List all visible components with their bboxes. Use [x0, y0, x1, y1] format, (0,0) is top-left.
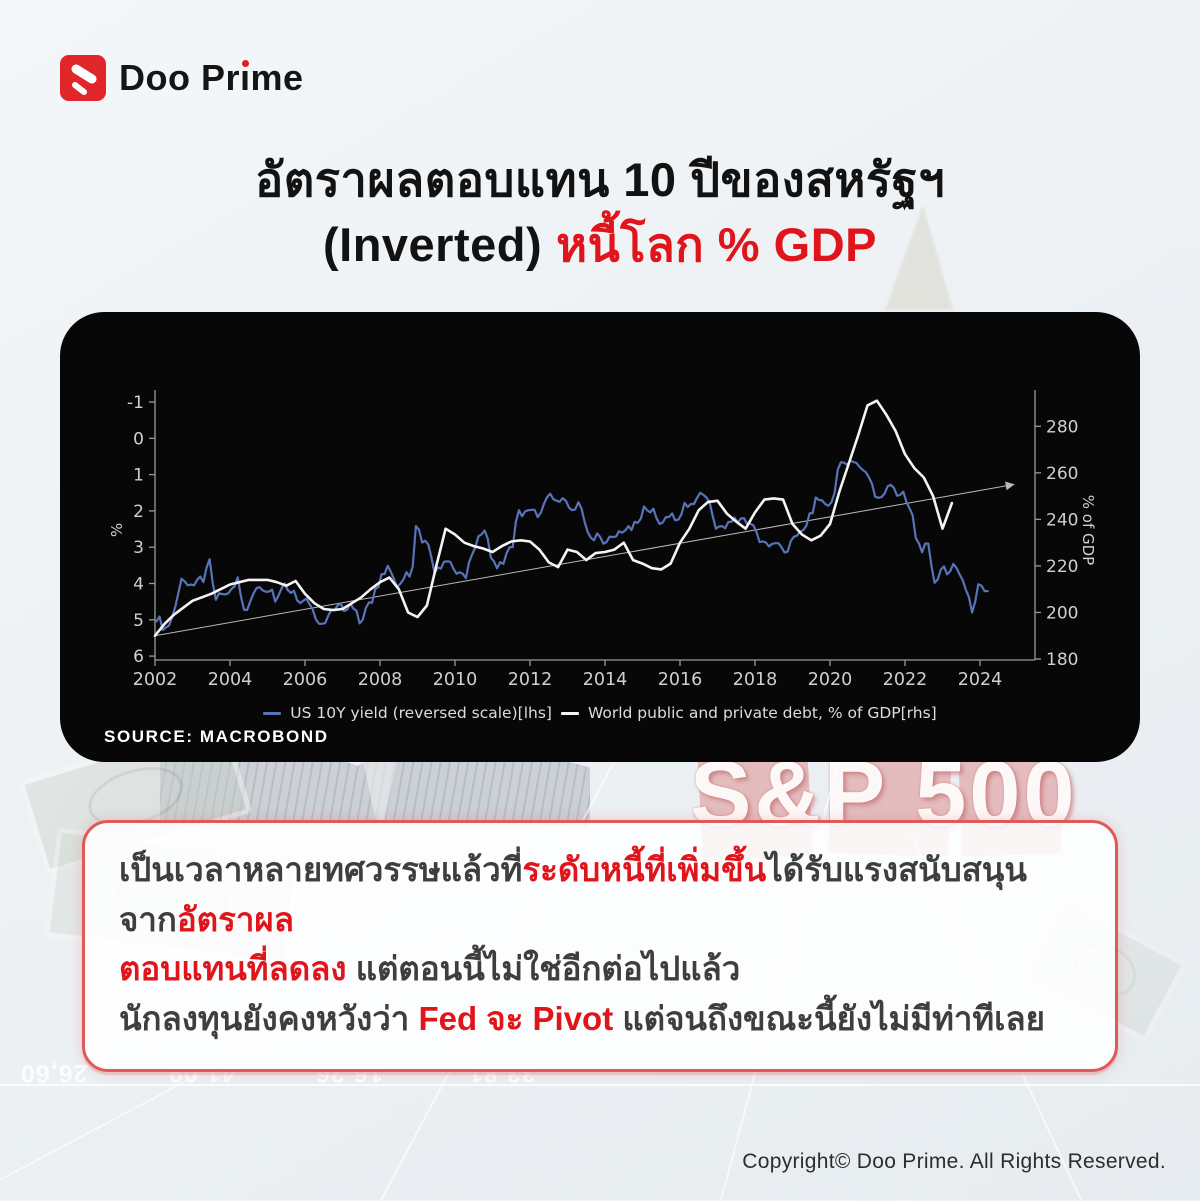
x-tick-label: 2004: [208, 670, 253, 690]
x-tick-label: 2006: [283, 670, 328, 690]
folded-dollar-bill-decor: [885, 205, 953, 310]
copyright-text: Copyright© Doo Prime. All Rights Reserve…: [742, 1150, 1166, 1173]
left-tick-label: 1: [133, 466, 144, 486]
callout-line-2: ตอบแทนที่ลดลง แต่ตอนนี้ไม่ใช่อีกต่อไปแล้…: [119, 944, 1081, 994]
legend-dash-yield: [263, 711, 282, 715]
x-tick-label: 2014: [583, 670, 628, 690]
yield-vs-debt-chart: 2002 2004 2006 2008 2010 2012 2014 2016 2018 2020…: [108, 390, 1097, 690]
world-debt-line: [153, 399, 954, 638]
left-axis-label: %: [108, 523, 126, 537]
title-line-2: (Inverted) หนี้โลก % GDP: [0, 213, 1200, 278]
left-tick-label: 2: [133, 502, 144, 522]
callout-highlight: ระดับหนี้ที่เพิ่มขึ้น: [522, 851, 767, 888]
title-inverted-label: (Inverted): [322, 217, 543, 271]
left-tick-label: -1: [127, 393, 144, 413]
chart-source: SOURCE: MACROBOND: [104, 727, 329, 746]
doo-prime-wordmark: Doo Prıme: [119, 57, 304, 98]
callout-highlight: ตอบแทนที่ลดลง: [119, 950, 347, 987]
callout-highlight: Fed จะ Pivot: [418, 999, 614, 1037]
callout-line-3: นักลงทุนยังคงหวังว่า Fed จะ Pivot แต่จนถ…: [119, 994, 1081, 1044]
left-tick-label: 4: [133, 575, 144, 595]
x-tick-label: 2020: [808, 670, 853, 690]
left-tick-label: 5: [133, 611, 144, 631]
x-tick-label: 2022: [883, 670, 928, 690]
background-ticker-line: [0, 1084, 1200, 1086]
title-line-1: อัตราผลตอบแทน 10 ปีของสหรัฐฯ: [255, 153, 945, 206]
callout-highlight: อัตราผล: [176, 900, 294, 938]
right-tick-label: 240: [1046, 510, 1078, 530]
callout-text: แต่ตอนนี้ไม่ใช่อีกต่อไปแล้ว: [346, 950, 741, 987]
callout-line-1: เป็นเวลาหลายทศวรรษแล้วที่ระดับหนี้ที่เพิ…: [119, 845, 1081, 944]
doo-prime-logo-icon: [60, 55, 106, 101]
right-tick-label: 180: [1046, 650, 1078, 670]
x-tick-label: 2018: [733, 670, 778, 690]
x-tick-label: 2016: [658, 670, 703, 690]
x-tick-label: 2024: [958, 670, 1003, 690]
right-tick-label: 260: [1046, 464, 1078, 484]
callout-text: เป็นเวลาหลายทศวรรษแล้วที่: [119, 851, 523, 888]
right-tick-label: 200: [1046, 603, 1078, 623]
chart-legend: US 10Y yield (reversed scale)[lhs] World …: [60, 704, 1140, 722]
x-tick-label: 2010: [433, 670, 478, 690]
x-tick-label: 2002: [133, 670, 178, 690]
right-tick-label: 220: [1046, 557, 1078, 577]
legend-dash-debt: [560, 711, 579, 715]
doo-prime-logo: Doo Prıme: [60, 55, 304, 101]
right-tick-label: 280: [1046, 417, 1078, 437]
callout-text: แต่จนถึงขณะนี้ยังไม่มีท่าทีเลย: [613, 999, 1045, 1037]
summary-callout-box: เป็นเวลาหลายทศวรรษแล้วที่ระดับหนี้ที่เพิ…: [82, 820, 1118, 1072]
legend-label: World public and private debt, % of GDP[…: [587, 704, 937, 722]
title-debt-gdp-label: หนี้โลก % GDP: [556, 217, 877, 271]
callout-text: ได้รับแรงสนับสนุนจาก: [119, 851, 1027, 938]
page-title: อัตราผลตอบแทน 10 ปีของสหรัฐฯ (Inverted) ห…: [0, 148, 1200, 278]
x-tick-label: 2012: [508, 670, 553, 690]
left-tick-label: 3: [133, 538, 144, 558]
left-tick-label: 0: [133, 429, 144, 449]
chart-panel: 2002 2004 2006 2008 2010 2012 2014 2016 2018 2020…: [60, 312, 1140, 762]
background-ticker-number: 26,60: [20, 1059, 88, 1087]
us10y-yield-line: [155, 459, 989, 632]
x-tick-label: 2008: [358, 670, 403, 690]
right-axis-label: % of GDP: [1079, 495, 1097, 565]
left-tick-label: 6: [133, 647, 144, 667]
legend-label: US 10Y yield (reversed scale)[lhs]: [290, 704, 552, 722]
callout-text: นักลงทุนยังคงหวังว่า: [119, 999, 419, 1037]
